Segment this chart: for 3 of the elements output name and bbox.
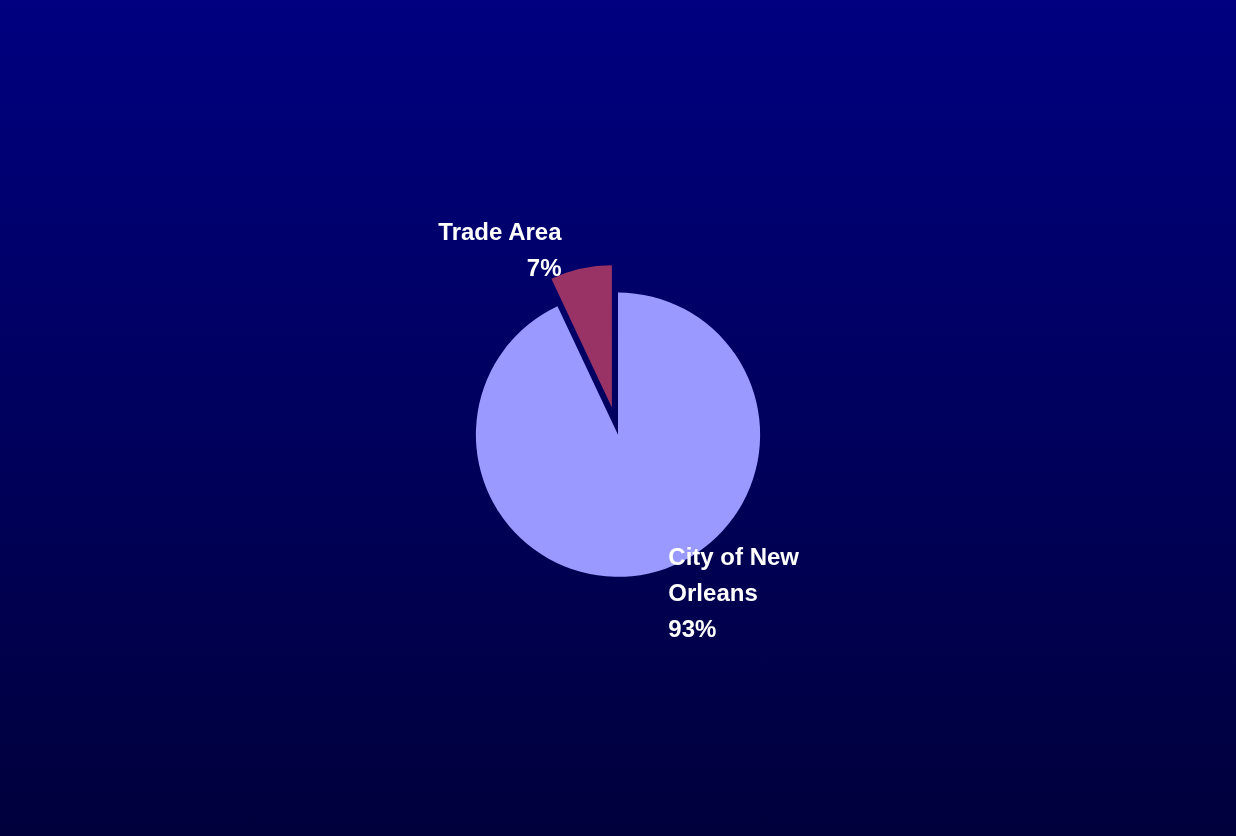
slice-label: Trade Area [438,217,563,245]
data-label: 93% [668,615,717,643]
data-label: 7% [526,253,562,281]
